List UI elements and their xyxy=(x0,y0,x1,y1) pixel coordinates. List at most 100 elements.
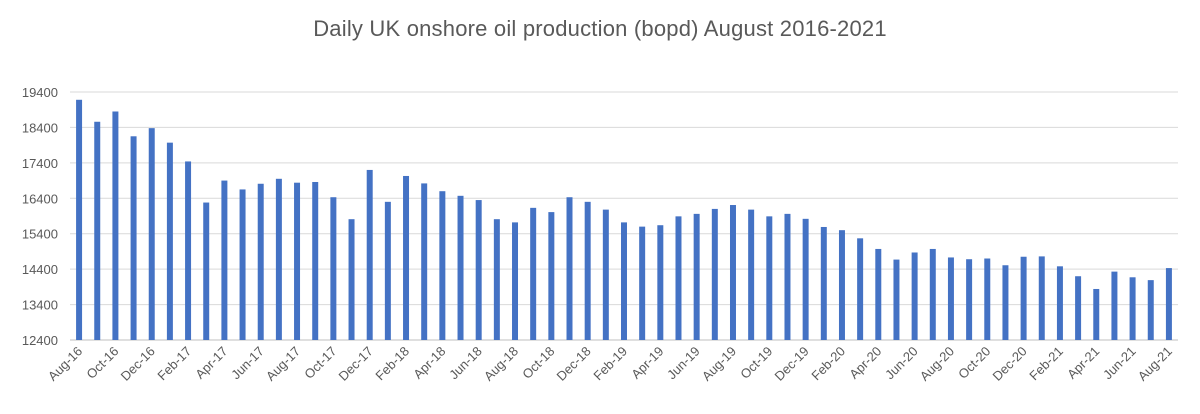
y-tick-label: 17400 xyxy=(22,156,58,171)
x-tick-label: Oct-18 xyxy=(519,344,557,382)
chart-title: Daily UK onshore oil production (bopd) A… xyxy=(313,16,887,41)
bar-Aug-19 xyxy=(729,205,736,340)
bar-May-17 xyxy=(239,189,246,340)
bar-Jul-17 xyxy=(275,178,282,340)
bar-Dec-19 xyxy=(802,218,809,340)
bar-Sep-18 xyxy=(530,207,537,340)
bar-Oct-18 xyxy=(548,212,555,340)
y-tick-label: 14400 xyxy=(22,262,58,277)
x-tick-label: Dec-20 xyxy=(989,344,1029,384)
bar-Oct-20 xyxy=(984,258,991,340)
x-tick-label: Aug-20 xyxy=(917,344,957,384)
x-tick-label: Dec-18 xyxy=(554,344,594,384)
bar-Jun-21 xyxy=(1129,277,1136,340)
bar-Feb-19 xyxy=(621,222,627,340)
x-tick-layer: Aug-16Oct-16Dec-16Feb-17Apr-17Jun-17Aug-… xyxy=(45,344,1175,384)
bar-Apr-17 xyxy=(221,180,228,340)
x-tick-label: Aug-17 xyxy=(263,344,303,384)
x-tick-label: Feb-20 xyxy=(808,344,848,384)
bar-Oct-17 xyxy=(330,197,337,340)
bar-Jul-18 xyxy=(493,219,500,340)
bar-Jan-20 xyxy=(820,226,827,340)
bar-Jul-20 xyxy=(929,248,936,340)
y-tick-label: 18400 xyxy=(22,120,58,135)
x-tick-label: Apr-19 xyxy=(628,344,666,382)
bar-Apr-19 xyxy=(657,225,664,340)
x-tick-label: Jun-18 xyxy=(446,344,485,383)
bar-Jun-20 xyxy=(911,252,918,340)
y-tick-label: 15400 xyxy=(22,227,58,242)
bar-Jun-18 xyxy=(475,200,482,340)
bar-Aug-18 xyxy=(512,222,519,340)
x-tick-label: Aug-19 xyxy=(699,344,739,384)
bar-Aug-21 xyxy=(1165,268,1172,340)
x-tick-label: Jun-19 xyxy=(664,344,703,383)
bar-Mar-19 xyxy=(639,226,646,340)
bar-Feb-17 xyxy=(185,161,192,340)
x-tick-label: Dec-17 xyxy=(336,344,376,384)
bar-Feb-18 xyxy=(403,175,410,340)
bar-Jan-19 xyxy=(602,209,609,340)
y-tick-label: 16400 xyxy=(22,191,58,206)
y-tick-label: 12400 xyxy=(22,333,58,348)
bar-May-20 xyxy=(893,259,900,340)
bar-Jun-17 xyxy=(257,183,264,340)
x-tick-label: Aug-21 xyxy=(1135,344,1175,384)
bar-Aug-16 xyxy=(76,99,83,340)
y-tick-label: 19400 xyxy=(22,85,58,100)
bar-Dec-17 xyxy=(366,169,373,340)
x-tick-label: Oct-20 xyxy=(955,344,993,382)
x-tick-label: Aug-18 xyxy=(481,344,521,384)
x-tick-label: Oct-19 xyxy=(737,344,775,382)
bar-Oct-16 xyxy=(112,111,119,341)
x-tick-label: Apr-21 xyxy=(1064,344,1102,382)
bar-Aug-17 xyxy=(294,182,301,340)
bar-Jan-17 xyxy=(166,142,173,340)
x-tick-label: Oct-17 xyxy=(301,344,339,382)
x-tick-label: Feb-17 xyxy=(154,344,194,384)
bar-Feb-21 xyxy=(1056,266,1063,340)
bar-Nov-19 xyxy=(784,213,791,340)
bar-Apr-20 xyxy=(875,248,882,340)
bar-Nov-16 xyxy=(130,136,137,340)
bar-May-19 xyxy=(675,216,682,340)
bar-Aug-20 xyxy=(947,257,954,340)
bar-Sep-17 xyxy=(312,181,319,340)
bar-Mar-20 xyxy=(857,238,864,340)
bar-Sep-16 xyxy=(94,121,101,340)
x-tick-label: Feb-18 xyxy=(372,344,412,384)
x-tick-label: Feb-21 xyxy=(1026,344,1066,384)
bar-Sep-19 xyxy=(748,209,755,340)
bar-Jul-19 xyxy=(711,208,718,340)
x-tick-label: Dec-16 xyxy=(118,344,158,384)
bar-May-18 xyxy=(457,195,464,340)
y-tick-label: 13400 xyxy=(22,298,58,313)
bar-Apr-18 xyxy=(439,191,446,340)
y-tick-layer: 12400 13400 14400 15400 16400 17400 18400 19400 xyxy=(22,85,58,348)
bar-Oct-19 xyxy=(766,216,773,340)
x-tick-label: Apr-18 xyxy=(410,344,448,382)
bar-Nov-20 xyxy=(1002,265,1009,340)
bar-Feb-20 xyxy=(838,230,845,340)
x-tick-label: Aug-16 xyxy=(45,344,85,384)
bar-Dec-18 xyxy=(584,201,591,340)
bar-Sep-20 xyxy=(966,259,973,340)
bar-Mar-17 xyxy=(203,202,210,340)
bar-Mar-18 xyxy=(421,183,428,340)
x-tick-label: Jun-21 xyxy=(1100,344,1139,383)
bar-Nov-17 xyxy=(348,219,355,340)
bar-Jul-21 xyxy=(1147,280,1154,340)
bar-Mar-21 xyxy=(1075,276,1082,340)
bar-layer xyxy=(76,99,1172,341)
bar-Jun-19 xyxy=(693,213,700,340)
bar-Jan-18 xyxy=(384,201,391,340)
x-tick-label: Dec-19 xyxy=(772,344,812,384)
bar-Dec-16 xyxy=(148,128,155,340)
x-tick-label: Apr-20 xyxy=(846,344,884,382)
bar-Apr-21 xyxy=(1093,288,1100,340)
x-tick-label: Feb-19 xyxy=(590,344,630,384)
bar-Dec-20 xyxy=(1020,256,1027,340)
bar-Jan-21 xyxy=(1038,256,1045,340)
